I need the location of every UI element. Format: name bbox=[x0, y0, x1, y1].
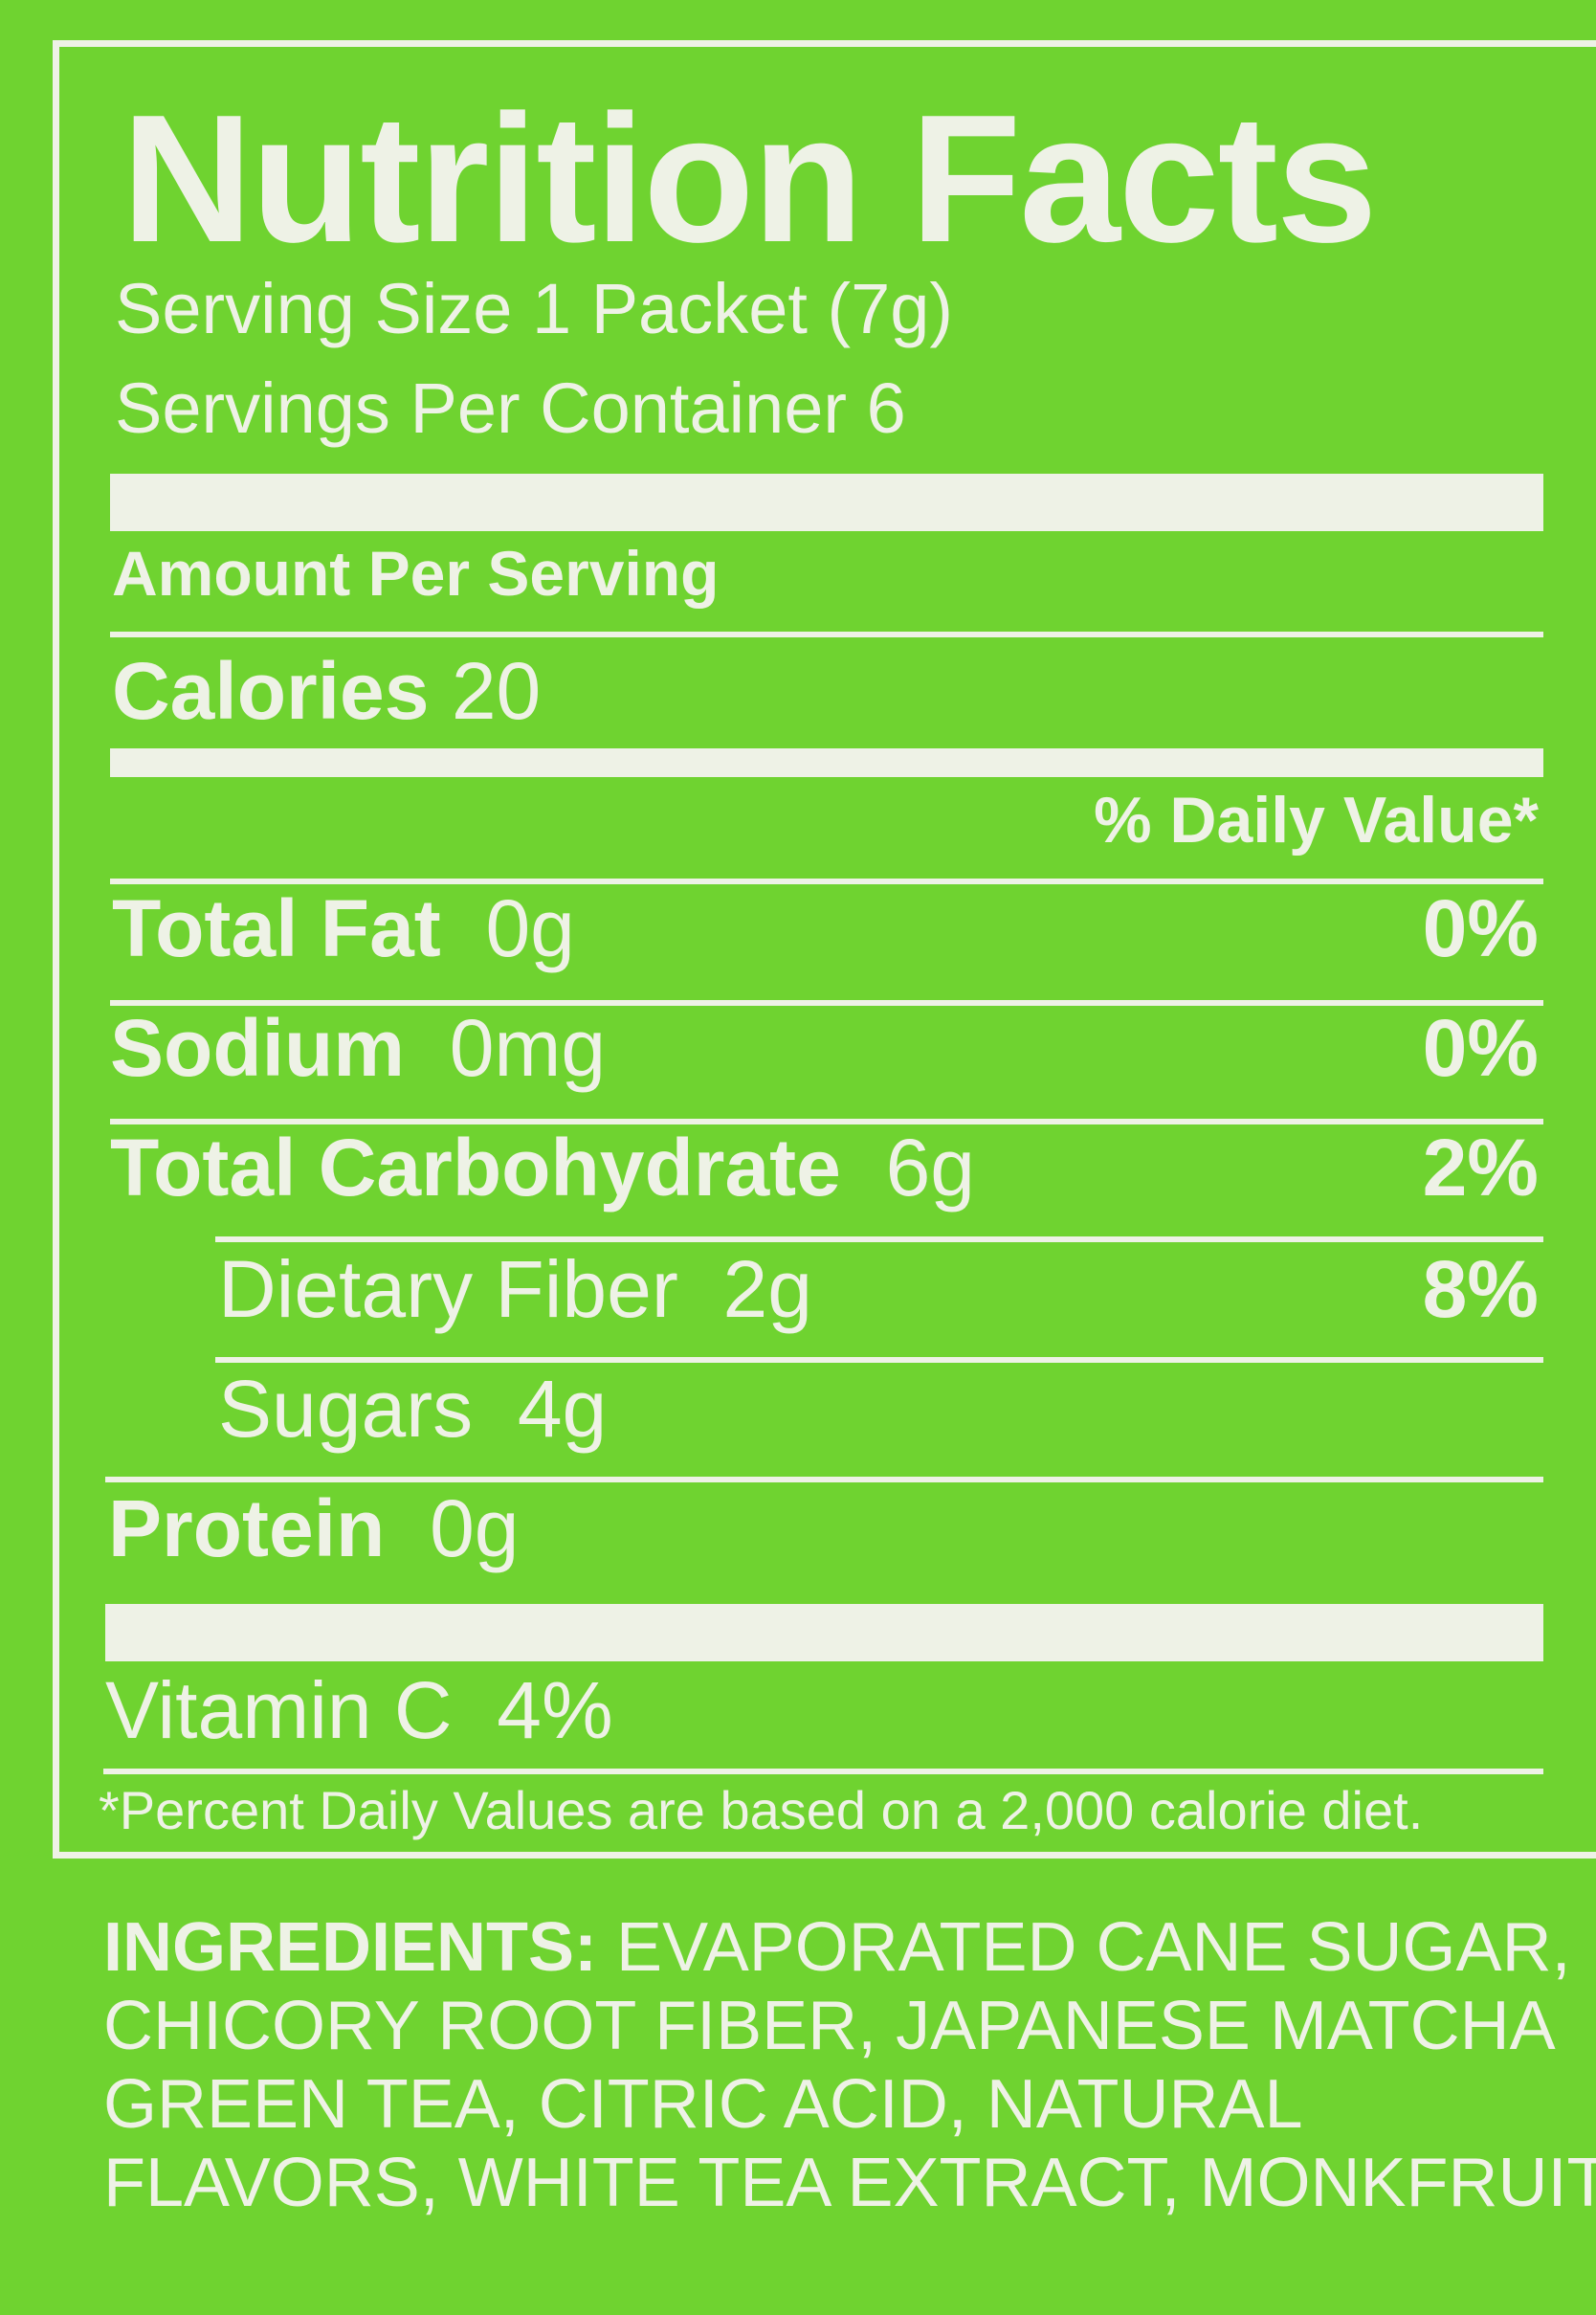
calories-label: Calories bbox=[112, 646, 430, 736]
nutrient-row-sodium: Sodium 0mg bbox=[110, 1008, 606, 1088]
medium-divider bbox=[110, 748, 1543, 777]
calories-row: Calories 20 bbox=[112, 651, 541, 731]
divider bbox=[110, 632, 1543, 637]
nutrient-row-dietary-fiber: Dietary Fiber 2g bbox=[218, 1249, 812, 1329]
servings-per-container: Servings Per Container 6 bbox=[115, 368, 906, 448]
nutrient-amount: 2g bbox=[722, 1244, 812, 1334]
nutrition-facts-title: Nutrition Facts bbox=[122, 78, 1378, 280]
nutrient-name: Dietary Fiber bbox=[218, 1244, 678, 1334]
nutrient-name: Protein bbox=[108, 1483, 386, 1573]
nutrient-dv: 8% bbox=[1422, 1244, 1539, 1334]
vitamin-c: Vitamin C 4% bbox=[105, 1665, 613, 1755]
divider-indented bbox=[215, 1357, 1543, 1363]
nutrient-dv: 2% bbox=[1422, 1123, 1539, 1213]
ingredients-list: INGREDIENTS: EVAPORATED CANE SUGAR, CHIC… bbox=[103, 1908, 1596, 2222]
serving-size: Serving Size 1 Packet (7g) bbox=[115, 269, 954, 348]
daily-value-header: % Daily Value* bbox=[1094, 784, 1539, 857]
nutrient-row-sugars: Sugars 4g bbox=[218, 1369, 607, 1449]
thick-divider-bottom bbox=[105, 1604, 1543, 1661]
divider bbox=[103, 1769, 1543, 1774]
nutrition-facts-panel bbox=[53, 40, 1596, 1859]
divider bbox=[110, 1000, 1543, 1006]
ingredients-text: EVAPORATED CANE SUGAR, CHICORY ROOT FIBE… bbox=[103, 1909, 1596, 2221]
divider bbox=[105, 1477, 1543, 1482]
divider bbox=[110, 1119, 1543, 1124]
nutrient-row-protein: Protein 0g bbox=[108, 1488, 520, 1569]
daily-value-footnote: *Percent Daily Values are based on a 2,0… bbox=[99, 1780, 1424, 1840]
nutrient-amount: 6g bbox=[885, 1123, 975, 1213]
nutrient-name: Total Fat bbox=[112, 883, 441, 973]
nutrient-name: Total Carbohydrate bbox=[110, 1123, 841, 1213]
nutrient-amount: 0g bbox=[430, 1483, 520, 1573]
nutrient-dv: 0% bbox=[1422, 883, 1539, 973]
nutrient-amount: 0g bbox=[485, 883, 575, 973]
nutrient-row-total-fat: Total Fat 0g bbox=[112, 888, 575, 968]
ingredients-label: INGREDIENTS: bbox=[103, 1909, 598, 1986]
nutrient-dv: 0% bbox=[1422, 1003, 1539, 1093]
divider-indented bbox=[215, 1236, 1543, 1242]
divider bbox=[110, 879, 1543, 884]
nutrient-amount: 4g bbox=[517, 1364, 608, 1454]
thick-divider-top bbox=[110, 474, 1543, 531]
nutrient-row-total-carbohydrate: Total Carbohydrate 6g bbox=[110, 1127, 975, 1208]
nutrient-amount: 0mg bbox=[449, 1003, 607, 1093]
nutrient-name: Sodium bbox=[110, 1003, 405, 1093]
nutrient-name: Sugars bbox=[218, 1364, 474, 1454]
calories-value: 20 bbox=[451, 646, 542, 736]
amount-per-serving: Amount Per Serving bbox=[112, 538, 720, 609]
